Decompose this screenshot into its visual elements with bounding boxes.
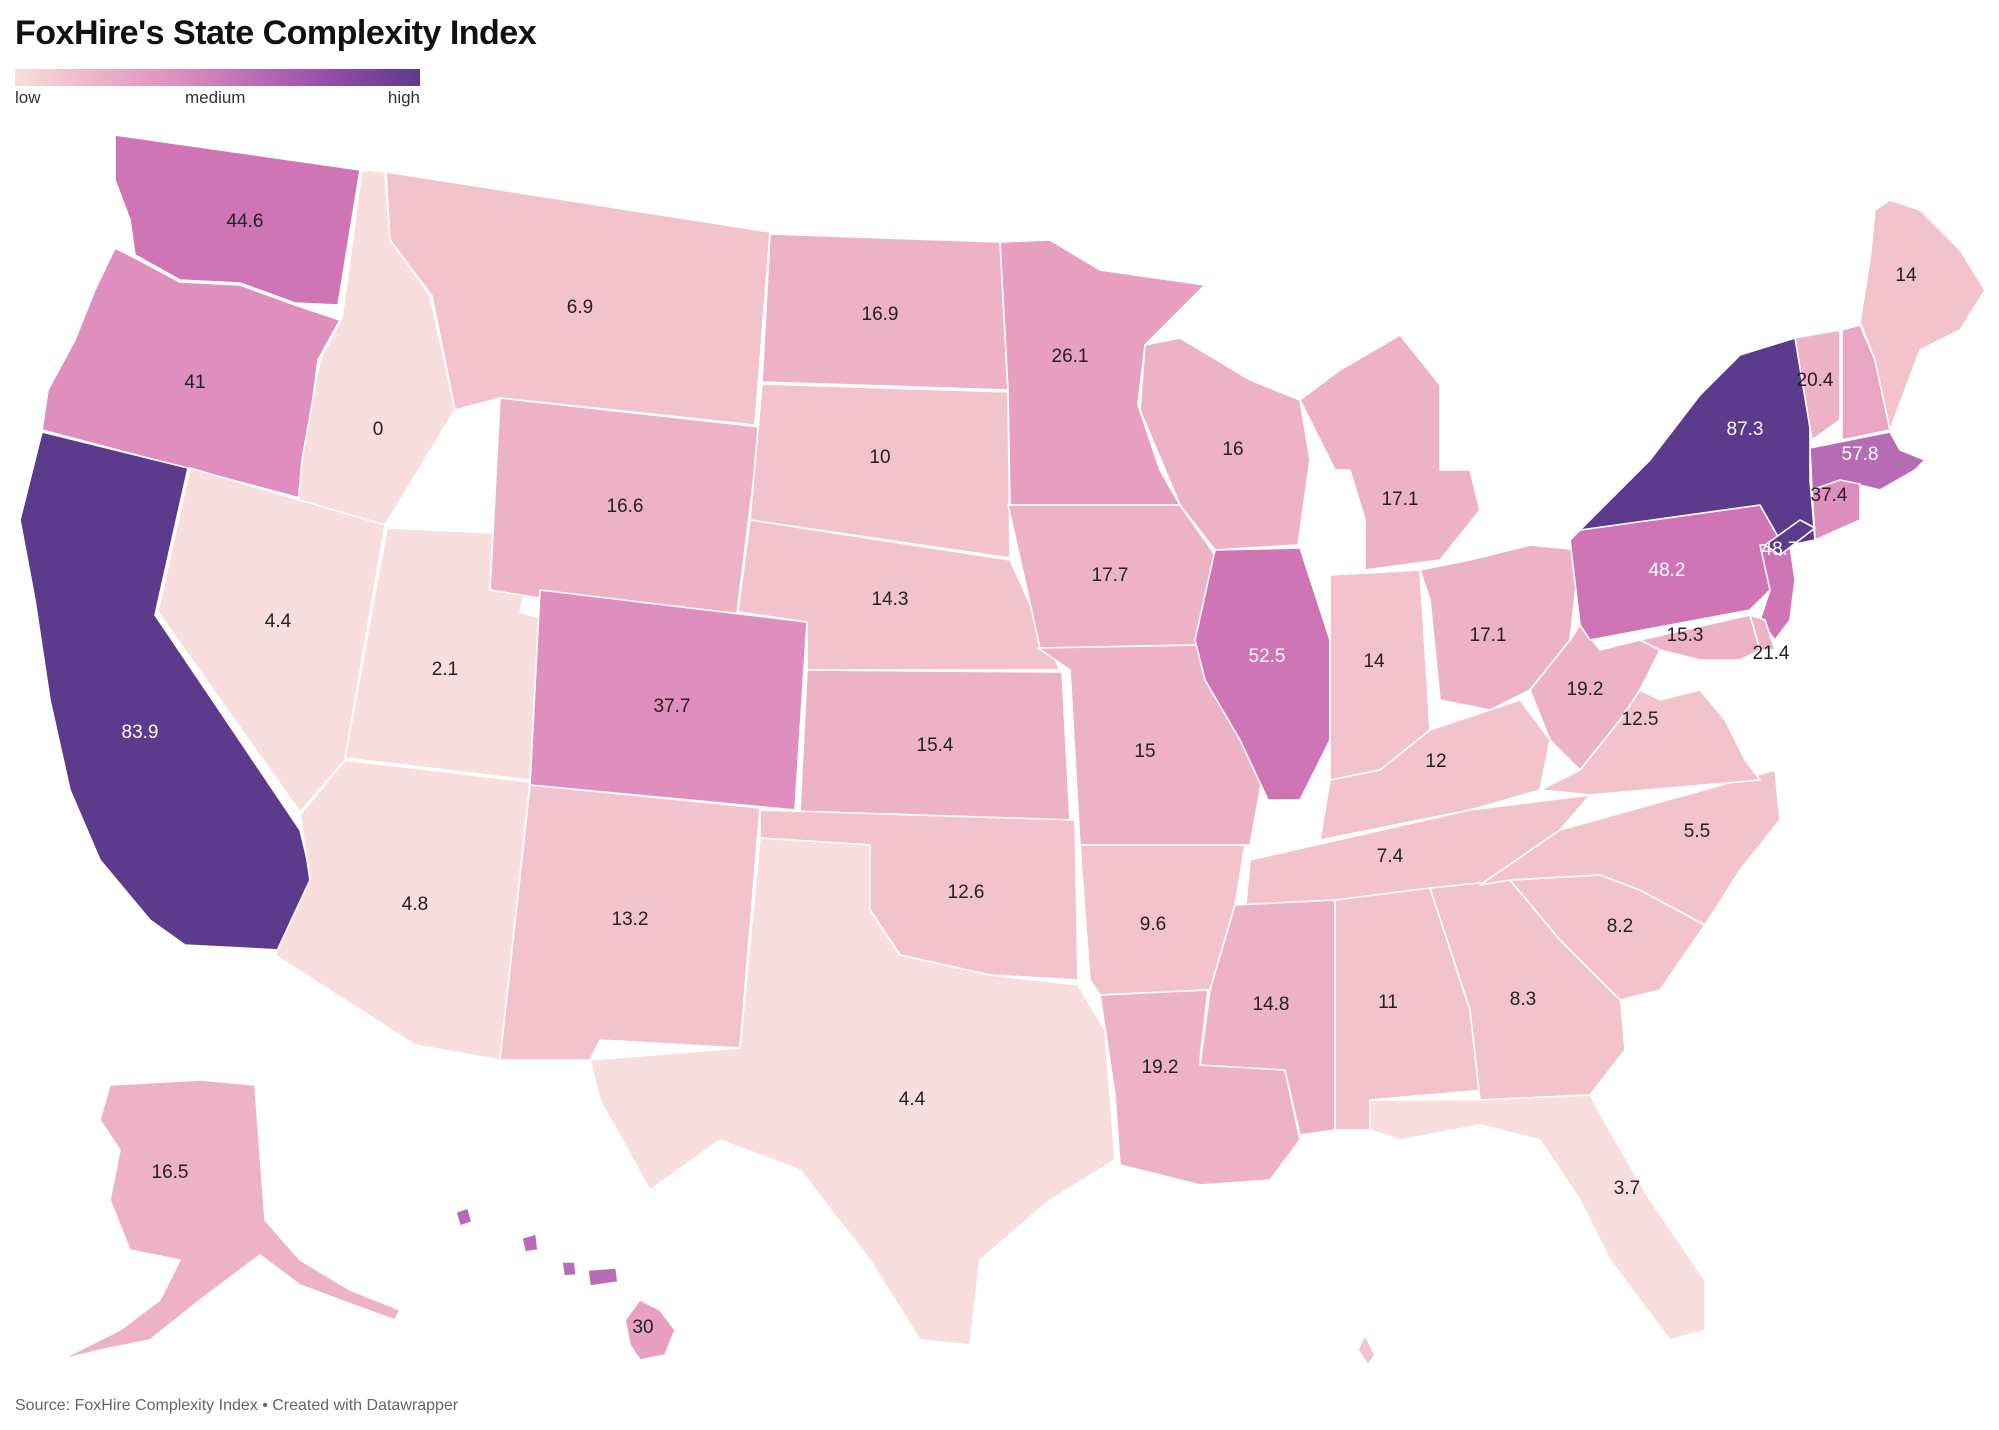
state-value-label-nm: 13.2 xyxy=(612,909,649,930)
state-value-label-in: 14 xyxy=(1363,651,1385,672)
state-value-label-vt: 20.4 xyxy=(1797,370,1834,391)
state-value-label-ia: 17.7 xyxy=(1092,565,1129,586)
state-or xyxy=(41,247,341,499)
state-value-label-az: 4.8 xyxy=(402,894,428,915)
state-value-label-ak: 16.5 xyxy=(152,1162,189,1183)
state-value-labels: 44.6 41 83.9 0 4.4 2.1 4.8 6.9 16.6 37.7 13.2 16.9 1… xyxy=(122,211,1917,1338)
legend-labels: low medium high xyxy=(15,86,420,108)
legend-low-label: low xyxy=(15,88,41,107)
state-ny xyxy=(1579,337,1816,546)
state-sd xyxy=(749,383,1011,559)
state-value-label-ct: 37.4 xyxy=(1811,485,1848,506)
island-shape xyxy=(1357,1334,1376,1366)
state-mi xyxy=(1299,334,1481,571)
chart-title: FoxHire's State Complexity Index xyxy=(15,14,537,52)
state-co xyxy=(529,589,808,811)
state-value-label-de: 21.4 xyxy=(1753,643,1790,664)
state-value-label-nj: 48.7 xyxy=(1762,539,1799,560)
state-value-label-ne: 14.3 xyxy=(872,589,909,610)
state-value-label-me: 14 xyxy=(1895,265,1917,286)
state-shapes xyxy=(19,134,1986,1366)
state-value-label-co: 37.7 xyxy=(654,696,691,717)
color-legend: low medium high xyxy=(15,69,420,108)
state-vt xyxy=(1794,329,1841,441)
state-value-label-ok: 12.6 xyxy=(948,882,985,903)
state-value-label-nd: 16.9 xyxy=(862,304,899,325)
state-value-label-tx: 4.4 xyxy=(899,1089,926,1110)
state-value-label-al: 11 xyxy=(1378,992,1398,1013)
island-shape xyxy=(561,1261,577,1277)
state-value-label-wa: 44.6 xyxy=(227,211,264,232)
state-value-label-ky: 12 xyxy=(1425,751,1446,772)
state-value-label-mo: 15 xyxy=(1134,741,1155,762)
state-value-label-ny: 87.3 xyxy=(1727,419,1764,440)
legend-gradient-bar xyxy=(15,69,420,86)
state-value-label-il: 52.5 xyxy=(1249,646,1286,667)
state-value-label-ma: 57.8 xyxy=(1842,444,1879,465)
state-nj xyxy=(1759,544,1796,641)
state-nv xyxy=(157,467,386,813)
state-hi xyxy=(624,1299,676,1361)
state-mt xyxy=(385,171,771,426)
legend-high-label: high xyxy=(387,88,420,107)
state-ak xyxy=(59,1079,401,1361)
state-value-label-va: 12.5 xyxy=(1622,709,1659,730)
state-value-label-oh: 17.1 xyxy=(1470,625,1507,646)
island-shape xyxy=(1764,519,1816,556)
state-value-label-md: 15.3 xyxy=(1667,625,1704,646)
state-fl xyxy=(1369,1094,1706,1341)
state-value-label-mt: 6.9 xyxy=(567,297,593,318)
state-value-label-ks: 15.4 xyxy=(917,735,954,756)
state-value-label-mn: 26.1 xyxy=(1052,346,1089,367)
state-value-label-pa: 48.2 xyxy=(1649,560,1686,581)
state-value-label-hi: 30 xyxy=(632,1317,653,1338)
state-value-label-ut: 2.1 xyxy=(432,659,458,680)
state-value-label-sd: 10 xyxy=(869,447,890,468)
state-la xyxy=(1099,989,1301,1186)
state-value-label-or: 41 xyxy=(184,372,205,393)
state-ky xyxy=(1319,699,1551,841)
state-value-label-wv: 19.2 xyxy=(1567,679,1604,700)
island-shape xyxy=(455,1207,473,1227)
state-value-label-la: 19.2 xyxy=(1142,1057,1179,1078)
state-value-label-ga: 8.3 xyxy=(1510,989,1536,1010)
state-value-label-nv: 4.4 xyxy=(265,611,292,632)
state-value-label-sc: 8.2 xyxy=(1607,916,1633,937)
state-value-label-fl: 3.7 xyxy=(1614,1178,1640,1199)
state-value-label-id: 0 xyxy=(373,419,384,440)
state-ct xyxy=(1811,479,1861,541)
state-value-label-wi: 16 xyxy=(1222,439,1243,460)
state-ca xyxy=(19,431,313,951)
state-nm xyxy=(499,784,761,1061)
state-wi xyxy=(1139,337,1311,551)
state-value-label-mi: 17.1 xyxy=(1382,489,1419,510)
state-nc xyxy=(1479,769,1781,926)
island-shape xyxy=(521,1233,539,1253)
legend-medium-label: medium xyxy=(185,88,246,107)
state-value-label-nc: 5.5 xyxy=(1684,821,1710,842)
state-value-label-ca: 83.9 xyxy=(122,722,159,743)
state-wa xyxy=(114,134,361,306)
island-shape xyxy=(587,1267,619,1287)
state-mn xyxy=(999,239,1206,506)
state-value-label-ms: 14.8 xyxy=(1253,994,1290,1015)
state-me xyxy=(1859,199,1986,431)
state-value-label-ar: 9.6 xyxy=(1140,914,1166,935)
state-value-label-wy: 16.6 xyxy=(607,496,644,517)
source-note: Source: FoxHire Complexity Index • Creat… xyxy=(15,1397,459,1414)
state-il xyxy=(1194,547,1331,801)
state-value-label-tn: 7.4 xyxy=(1377,846,1404,867)
state-de xyxy=(1749,614,1776,651)
state-tx xyxy=(589,837,1116,1346)
